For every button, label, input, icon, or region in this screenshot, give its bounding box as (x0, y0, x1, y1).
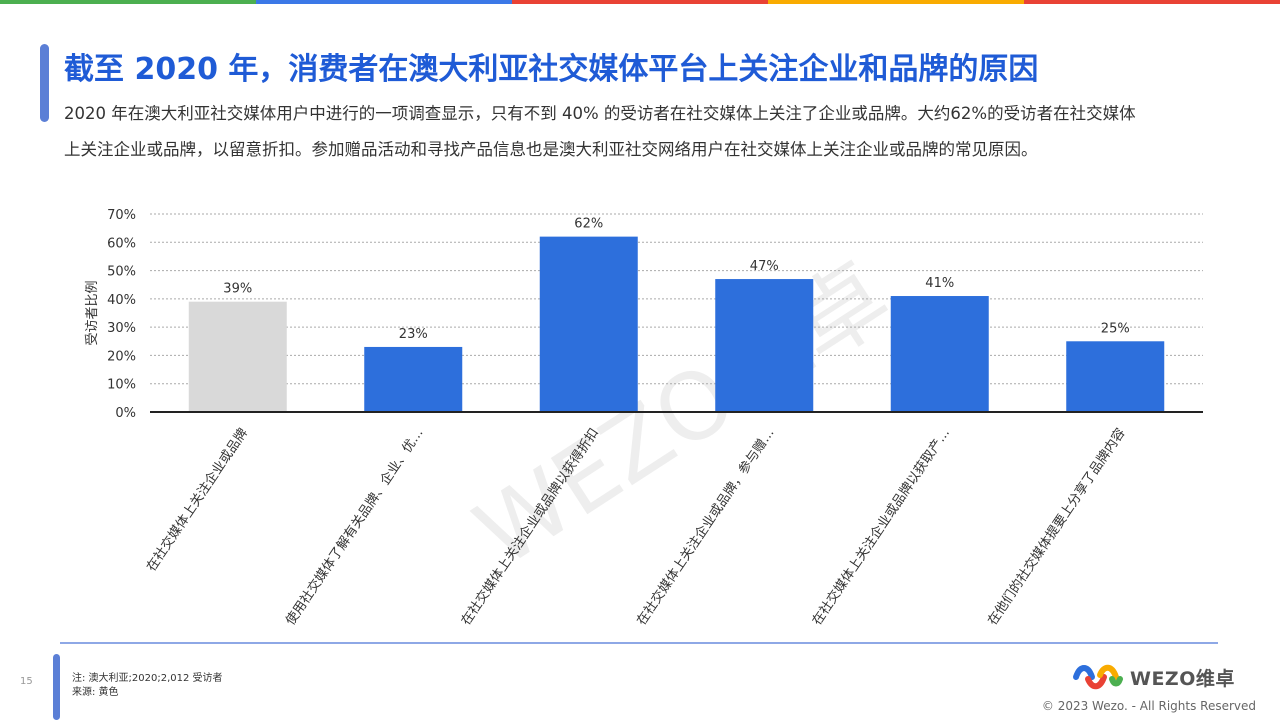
top-color-bar (0, 0, 1280, 4)
bar (715, 279, 814, 412)
slide-description: 2020 年在澳大利亚社交媒体用户中进行的一项调查显示，只有不到 40% 的受访… (64, 104, 1136, 159)
x-tick-label: 在他们的社交媒体提要上分享了品牌内容 (984, 425, 1128, 628)
top-bar-segment (256, 0, 512, 4)
footer-accent-bar (53, 654, 60, 720)
title-accent-bar (40, 44, 49, 122)
x-tick-label: 使用社交媒体了解有关品牌、企业、优… (282, 425, 426, 628)
copyright: © 2023 Wezo. - All Rights Reserved (1041, 699, 1256, 713)
bar (539, 236, 638, 412)
slide-title: 截至 2020 年，消费者在澳大利亚社交媒体平台上关注企业和品牌的原因 (64, 52, 1039, 87)
top-bar-segment (512, 0, 768, 4)
x-tick-label: 在社交媒体上关注企业或品牌以获取产… (809, 425, 953, 628)
y-axis-label: 受访者比例 (85, 280, 100, 345)
y-tick-label: 40% (107, 293, 136, 308)
bar (1066, 341, 1165, 412)
wezo-logo-icon (1073, 664, 1123, 690)
top-bar-segment (768, 0, 1024, 4)
top-bar-segment (1024, 0, 1280, 4)
data-label: 39% (223, 282, 252, 297)
data-label: 23% (399, 327, 428, 342)
y-tick-label: 60% (107, 236, 136, 251)
footnote-note: 注: 澳大利亚;2020;2,012 受访者 (72, 673, 223, 684)
page-number: 15 (20, 676, 33, 687)
footer-divider (60, 642, 1218, 644)
footnote-source: 来源: 黄色 (72, 687, 119, 698)
data-label: 47% (750, 259, 779, 274)
data-label: 25% (1101, 321, 1130, 336)
data-label: 62% (574, 217, 603, 232)
y-tick-label: 0% (115, 406, 136, 421)
bar (364, 346, 463, 412)
bar (890, 296, 989, 412)
y-tick-label: 30% (107, 321, 136, 336)
top-bar-segment (0, 0, 256, 4)
wezo-logo-text: WEZO维卓 (1130, 667, 1235, 690)
wezo-logo: WEZO维卓 (1072, 663, 1235, 691)
data-label: 41% (925, 276, 954, 291)
bar (188, 301, 287, 412)
y-tick-label: 20% (107, 349, 136, 364)
y-tick-label: 10% (107, 378, 136, 393)
x-tick-label: 在社交媒体上关注企业或品牌 (143, 425, 251, 574)
y-tick-label: 70% (107, 208, 136, 223)
footnote: 注: 澳大利亚;2020;2,012 受访者 来源: 黄色 (72, 672, 223, 700)
y-tick-label: 50% (107, 265, 136, 280)
